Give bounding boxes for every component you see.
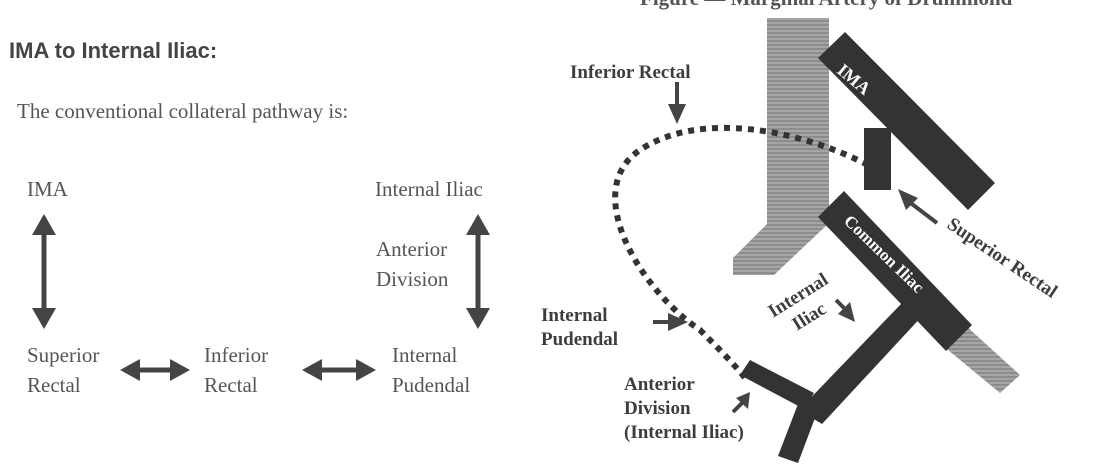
internal-pudendal-label-line2: Pudendal	[541, 329, 618, 350]
aorta-stripe-shape	[733, 18, 829, 275]
arrow-internal-iliac-pudendal	[466, 214, 490, 329]
superior-rectal-line2: Rectal	[27, 373, 81, 397]
common-iliac-vessel	[818, 191, 972, 351]
node-anterior-division: Anterior Division	[376, 234, 448, 294]
arrow-ima-superior-rectal	[32, 214, 56, 329]
anterior-division-line2: Division	[376, 267, 449, 291]
internal-pudendal-line1: Internal	[392, 343, 458, 367]
anterior-division-label-line3: (Internal Iliac)	[624, 422, 744, 443]
anterior-division-line1: Anterior	[376, 237, 448, 261]
node-superior-rectal: Superior Rectal	[27, 340, 99, 400]
arrow-superior-inferior-rectal	[120, 359, 190, 381]
node-ima: IMA	[27, 177, 68, 201]
anterior-division-label-line2: Division	[624, 398, 691, 419]
anterior-division-label-line1: Anterior	[624, 374, 695, 395]
inferior-rectal-label: Inferior Rectal	[570, 62, 690, 83]
internal-iliac-vessel	[799, 295, 925, 424]
anterior-division-branch	[740, 360, 814, 409]
arrow-inferior-rectal-pudendal	[302, 359, 376, 381]
inferior-rectal-line2: Rectal	[204, 373, 258, 397]
top-caption: Figure — Marginal Artery of Drummond	[640, 0, 1013, 10]
node-internal-pudendal: Internal Pudendal	[392, 340, 470, 400]
internal-pudendal-label-line1: Internal	[541, 305, 608, 326]
node-inferior-rectal: Inferior Rectal	[204, 340, 268, 400]
node-internal-iliac: Internal Iliac	[375, 177, 483, 201]
pathway-arrows	[32, 214, 490, 381]
external-iliac-stripe-shape	[942, 325, 1020, 393]
ima-vessel	[818, 32, 995, 210]
superior-rectal-line1: Superior	[27, 343, 100, 367]
page-title: IMA to Internal Iliac:	[9, 38, 218, 63]
anatomy-arrows	[653, 82, 939, 414]
internal-pudendal-line2: Pudendal	[392, 373, 471, 397]
posterior-division-branch	[778, 404, 818, 463]
superior-rectal-label: Superior Rectal	[943, 214, 1061, 303]
intro-text: The conventional collateral pathway is:	[17, 99, 349, 123]
superior-rectal-stub	[864, 128, 891, 190]
inferior-rectal-line1: Inferior	[204, 343, 269, 367]
